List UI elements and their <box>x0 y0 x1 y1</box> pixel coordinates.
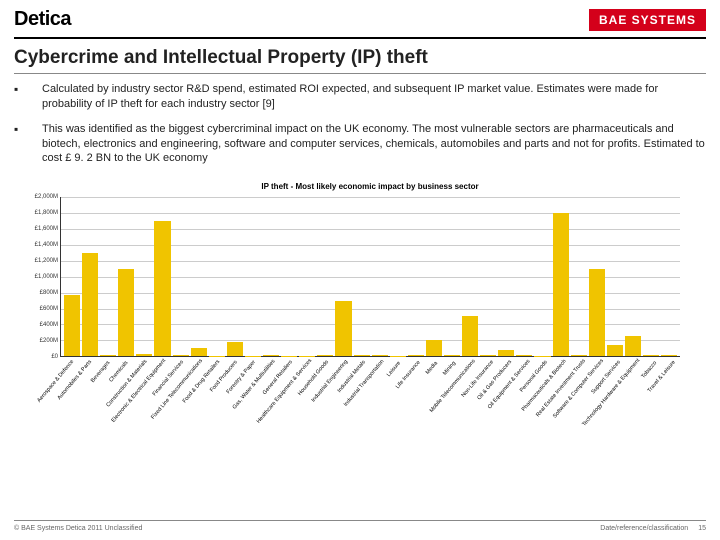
chart-bar <box>136 354 152 356</box>
chart-bar <box>643 355 659 357</box>
footer: © BAE Systems Detica 2011 Unclassified D… <box>14 520 706 532</box>
chart-bar <box>191 348 207 356</box>
x-label-slot: Industrial Transportation <box>370 361 388 451</box>
bullet-text: Calculated by industry sector R&D spend,… <box>42 82 706 112</box>
bullet-text: This was identified as the biggest cyber… <box>42 122 706 167</box>
chart-bar <box>480 355 496 357</box>
chart-plot-area: £0£200M£400M£600M£800M£1,000M£1,200M£1,4… <box>60 197 680 357</box>
x-label-slot: Life Insurance <box>406 361 424 451</box>
chart-bar <box>64 295 80 356</box>
chart-bar <box>118 269 134 356</box>
chart-bar <box>553 213 569 356</box>
y-axis: £0 £200M £400M £600M £800M £1,000M £1,200M £1,4… <box>20 197 58 357</box>
y-tick-label: £1,200M <box>35 258 58 264</box>
y-tick-label: £2,000M <box>35 194 58 200</box>
chart-bar <box>82 253 98 356</box>
logo-bae: BAE SYSTEMS <box>589 9 706 31</box>
page-title: Cybercrime and Intellectual Property (IP… <box>0 39 720 73</box>
y-tick-label: £1,800M <box>35 210 58 216</box>
y-tick-label: £0 <box>51 354 58 360</box>
chart-bar <box>426 340 442 356</box>
y-tick-label: £200M <box>40 338 58 344</box>
chart-bar <box>354 355 370 357</box>
y-tick-label: £600M <box>40 306 58 312</box>
bullet-list: ▪ Calculated by industry sector R&D spen… <box>0 82 720 166</box>
chart-title: IP theft - Most likely economic impact b… <box>60 182 680 191</box>
chart-bar <box>498 350 514 356</box>
x-tick-label: Leisure <box>386 361 402 379</box>
logo-detica: Detica <box>14 8 71 31</box>
chart-bar <box>173 355 189 357</box>
chart-bar <box>408 355 424 356</box>
y-tick-label: £1,400M <box>35 242 58 248</box>
y-tick-label: £800M <box>40 290 58 296</box>
footer-reference: Date/reference/classification <box>600 525 688 532</box>
chart-bar <box>227 342 243 356</box>
chart-bar <box>154 221 170 356</box>
title-rule <box>14 73 706 74</box>
chart-bar <box>317 355 333 356</box>
chart-bar <box>589 269 605 356</box>
bullet-marker: ▪ <box>14 82 42 112</box>
chart-bar <box>625 336 641 356</box>
chart-bar <box>444 355 460 357</box>
footer-page-number: 15 <box>698 525 706 532</box>
chart-bar <box>372 355 388 357</box>
chart-bar <box>100 355 116 357</box>
chart-bar <box>516 355 532 357</box>
chart-bars <box>61 197 680 356</box>
x-tick-label: Media <box>425 361 439 376</box>
x-label-slot: Travel & Leisure <box>662 361 680 451</box>
y-tick-label: £1,000M <box>35 274 58 280</box>
chart-bar <box>571 355 587 356</box>
chart-bar <box>607 345 623 356</box>
chart-container: IP theft - Most likely economic impact b… <box>0 176 720 451</box>
y-tick-label: £400M <box>40 322 58 328</box>
bullet-item: ▪ Calculated by industry sector R&D spen… <box>14 82 706 112</box>
chart-bar <box>263 355 279 356</box>
bullet-item: ▪ This was identified as the biggest cyb… <box>14 122 706 167</box>
bullet-marker: ▪ <box>14 122 42 167</box>
y-tick-label: £1,600M <box>35 226 58 232</box>
chart-bar <box>462 316 478 356</box>
chart-plot <box>60 197 680 357</box>
chart-bar <box>661 355 677 357</box>
x-tick-label: Mining <box>442 361 457 377</box>
x-tick-label: Tobacco <box>640 360 658 380</box>
footer-copyright: © BAE Systems Detica 2011 Unclassified <box>14 525 142 532</box>
x-axis-labels: Aerospace & DefenceAutomobiles & PartsBe… <box>60 361 680 451</box>
chart-bar <box>335 301 351 357</box>
